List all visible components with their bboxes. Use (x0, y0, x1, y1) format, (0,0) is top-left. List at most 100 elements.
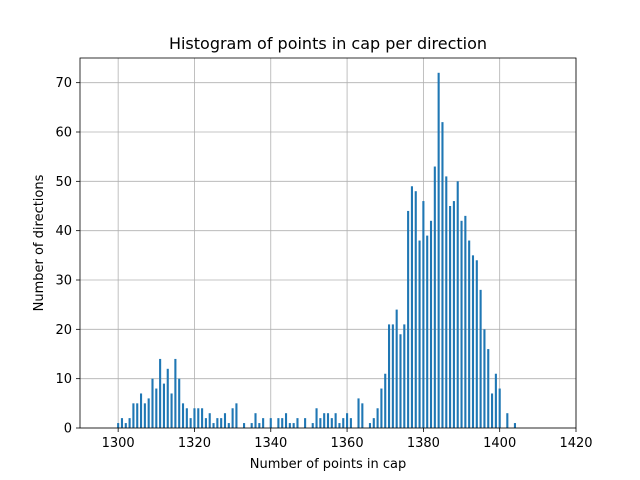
histogram-bar (284, 413, 288, 428)
histogram-bar (368, 423, 372, 428)
histogram-bar (441, 122, 444, 428)
histogram-bar (262, 418, 265, 428)
histogram-bar (429, 220, 433, 428)
histogram-bar (418, 240, 421, 428)
histogram-bar (208, 413, 211, 428)
y-tick-label: 70 (55, 76, 72, 91)
y-tick-label: 40 (55, 224, 72, 239)
histogram-bar (185, 408, 188, 428)
grid-lines (80, 58, 577, 429)
histogram-bar (330, 418, 333, 428)
y-axis-ticks: 0 10 20 30 40 50 60 70 (55, 76, 80, 437)
histogram-bar (181, 403, 185, 428)
histogram-bar (254, 413, 257, 428)
histogram-bar (491, 393, 494, 428)
histogram-bar (212, 423, 215, 428)
histogram-bar (304, 418, 307, 428)
histogram-bar (235, 403, 238, 428)
x-tick-label: 1360 (331, 436, 364, 451)
chart-title: Histogram of points in cap per direction (169, 34, 487, 53)
histogram-bar (422, 201, 425, 428)
histogram-bar (445, 176, 448, 428)
histogram-bar (342, 418, 345, 428)
histogram-bar (220, 418, 223, 428)
histogram-bar (399, 334, 402, 428)
histogram-bar (387, 324, 391, 428)
histogram-bar (506, 413, 509, 428)
histogram-bar (456, 181, 459, 428)
histogram-bar (483, 329, 486, 428)
histogram-bar (281, 418, 284, 428)
histogram-bar (407, 210, 410, 428)
y-tick-label: 30 (55, 274, 72, 289)
histogram-bar (391, 324, 394, 428)
histogram-bar (170, 393, 173, 428)
histogram-bar (227, 423, 230, 428)
histogram-bar (513, 423, 517, 428)
y-tick-label: 60 (55, 126, 72, 141)
histogram-bar (315, 408, 318, 428)
histogram-bar (258, 423, 261, 428)
histogram-bar (155, 388, 158, 428)
histogram-bar (288, 423, 291, 428)
histogram-bar (139, 393, 143, 428)
plot-area-frame (79, 57, 577, 429)
histogram-bar (349, 418, 352, 428)
histogram-bar (189, 418, 192, 428)
histogram-bar (117, 423, 120, 428)
x-tick-label: 1340 (254, 436, 287, 451)
histogram-bar (143, 403, 146, 428)
histogram-bar (162, 383, 165, 428)
histogram-bar (346, 413, 349, 428)
histogram-bar (471, 255, 475, 428)
y-tick-label: 0 (64, 422, 72, 437)
histogram-bar (380, 388, 383, 428)
histogram-bar (250, 423, 253, 428)
y-tick-label: 10 (55, 372, 72, 387)
histogram-bar (204, 418, 207, 428)
histogram-bar (494, 373, 497, 428)
histogram-bar (403, 324, 406, 428)
histogram-bar (292, 423, 295, 428)
histogram-bar (128, 418, 131, 428)
histogram-bar (323, 413, 326, 428)
y-axis-label: Number of directions (32, 174, 47, 311)
histogram-bar (464, 215, 467, 428)
histogram-bar (269, 418, 272, 428)
histogram-bar (334, 413, 337, 428)
histogram-bar (178, 378, 181, 428)
histogram-bar (410, 186, 413, 428)
histogram-bar (460, 220, 463, 428)
histogram-bar (193, 408, 196, 428)
histogram-bar (384, 373, 387, 428)
histogram-bar (166, 368, 169, 428)
x-tick-label: 1420 (559, 436, 592, 451)
y-tick-label: 50 (55, 175, 72, 190)
histogram-bar (277, 418, 280, 428)
y-tick-label: 20 (55, 323, 72, 338)
histogram-bar (216, 418, 219, 428)
histogram-bar (136, 403, 139, 428)
histogram-bar (124, 423, 127, 428)
x-tick-label: 1380 (407, 436, 440, 451)
histogram-bar (376, 408, 379, 428)
x-tick-label: 1400 (483, 436, 516, 451)
histogram-bar (414, 191, 417, 428)
histogram-bar (475, 260, 478, 428)
histogram-bar (433, 166, 436, 429)
histogram-bar (426, 235, 429, 428)
x-tick-label: 1300 (102, 436, 135, 451)
histogram-bar (452, 201, 455, 428)
histogram-bar (174, 358, 177, 428)
histogram-bar (311, 423, 314, 428)
histogram-bar (479, 289, 482, 428)
histogram-bar (498, 388, 501, 428)
histogram-bar (231, 408, 234, 428)
histogram-bar (197, 408, 200, 428)
x-tick-label: 1320 (178, 436, 211, 451)
histogram-bar (437, 72, 440, 429)
histogram-bar (151, 378, 154, 428)
histogram-bar (361, 403, 364, 428)
histogram-bar (372, 418, 375, 428)
